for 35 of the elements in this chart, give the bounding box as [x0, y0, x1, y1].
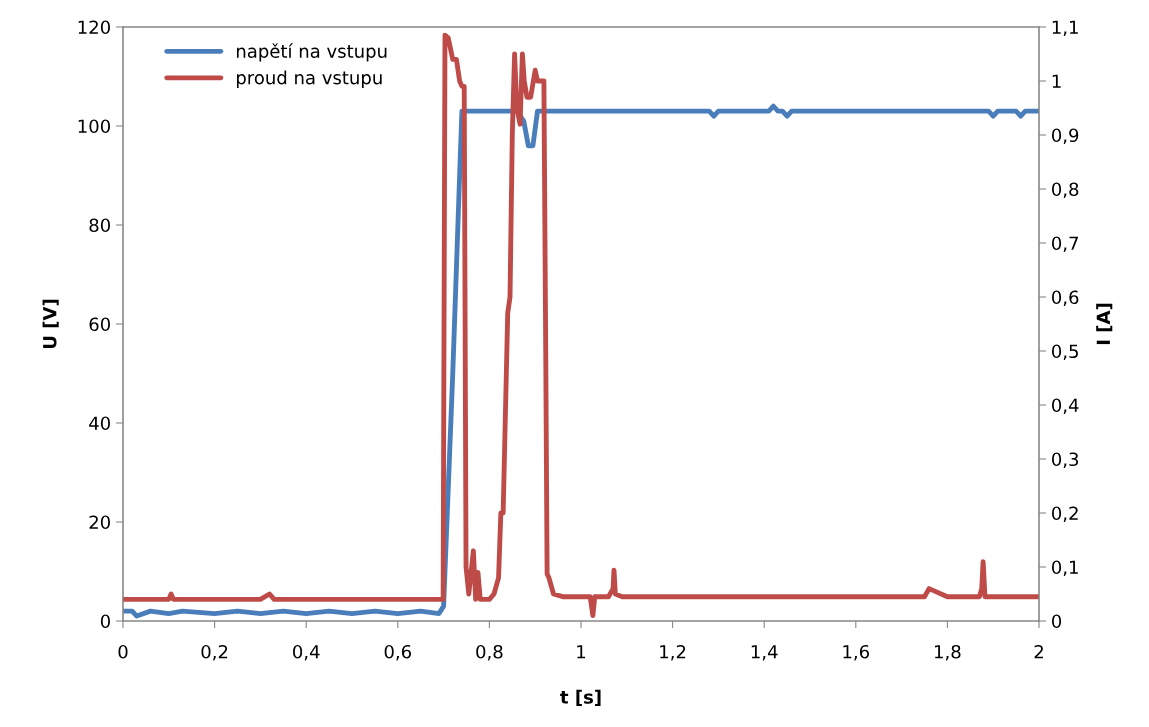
y2-tick-label: 0	[1052, 614, 1062, 629]
y-tick-label: 0	[100, 614, 110, 629]
x-tick-label: 1,6	[843, 644, 870, 661]
y2-tick-label: 0,6	[1052, 290, 1079, 306]
x-tick-label: 1	[577, 645, 586, 659]
y-tick-label: 80	[89, 218, 110, 233]
y2-tick-label: 0,7	[1052, 236, 1078, 252]
y-tick-label: 40	[89, 416, 110, 431]
y2-tick-label: 0,5	[1052, 344, 1078, 360]
y2-tick-label: 1,1	[1052, 20, 1078, 36]
y-tick-label: 100	[78, 119, 110, 134]
legend-label: proud na vstupu	[236, 70, 382, 88]
x-tick-label: 1,4	[751, 645, 778, 661]
y-tick-label: 60	[89, 317, 110, 332]
y2-tick-label: 0,1	[1052, 560, 1078, 576]
x-axis-title: t [s]	[560, 689, 601, 706]
y-tick-label: 120	[78, 20, 110, 35]
y2-tick-label: 1	[1052, 74, 1061, 88]
x-tick-label: 0,4	[293, 644, 320, 661]
legend-label: napětí na vstupu	[236, 43, 387, 62]
y2-tick-label: 0,3	[1052, 452, 1079, 468]
x-tick-label: 2	[1034, 644, 1043, 659]
y-axis-title: U [V]	[42, 299, 59, 349]
x-tick-label: 0,8	[476, 644, 503, 661]
x-tick-label: 1,2	[660, 644, 686, 661]
y2-tick-label: 0,4	[1052, 398, 1079, 414]
y2-tick-label: 0,9	[1052, 128, 1079, 144]
y-tick-label: 20	[89, 515, 110, 530]
x-tick-label: 0,6	[384, 644, 412, 661]
y2-axis-title: I [A]	[1096, 303, 1113, 345]
y2-tick-label: 0,8	[1052, 182, 1079, 198]
y2-tick-label: 0,2	[1052, 506, 1078, 522]
x-tick-label: 0	[118, 644, 128, 659]
x-tick-label: 0,2	[201, 644, 228, 661]
x-tick-label: 1,8	[935, 644, 961, 661]
